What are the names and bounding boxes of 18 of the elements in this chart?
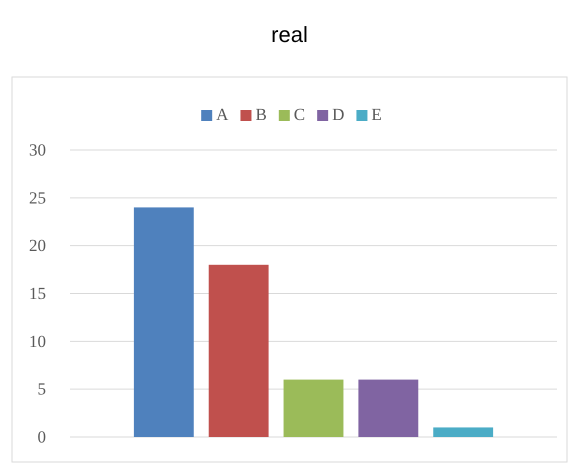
bar [358,380,418,437]
legend-label: A [216,105,230,124]
y-tick-label: 10 [29,332,46,351]
y-tick-label: 5 [38,380,46,399]
y-tick-label: 25 [29,188,46,208]
bar [284,380,344,437]
y-tick-label: 15 [29,284,46,303]
chart-title: real [271,22,308,47]
y-tick-label: 0 [38,427,46,446]
legend-label: E [371,105,382,124]
y-tick-label: 30 [29,140,46,160]
y-tick-label: 20 [29,236,46,256]
bar [433,427,494,437]
legend-label: C [294,105,306,124]
legend-label: B [255,105,267,124]
bar [208,264,269,437]
legend-label: D [332,105,344,124]
bar [134,207,194,437]
